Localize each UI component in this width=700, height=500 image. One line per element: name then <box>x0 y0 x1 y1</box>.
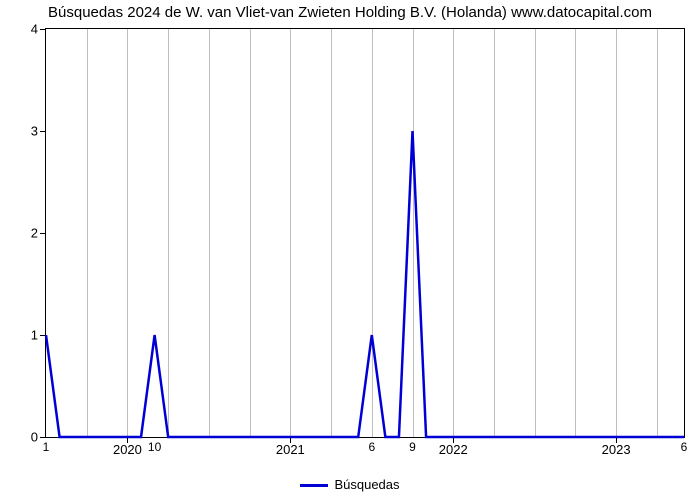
xtick-point-label: 6 <box>681 440 688 454</box>
ytick-label: 2 <box>8 226 38 241</box>
xtick-mark <box>616 438 617 443</box>
xtick-mark <box>127 438 128 443</box>
xtick-year-label: 2020 <box>113 442 142 457</box>
legend: Búsquedas <box>0 477 700 492</box>
ytick-mark <box>40 29 45 30</box>
ytick-label: 1 <box>8 328 38 343</box>
xtick-mark <box>453 438 454 443</box>
ytick-label: 0 <box>8 430 38 445</box>
line-series <box>46 29 684 437</box>
xtick-year-label: 2022 <box>439 442 468 457</box>
legend-label: Búsquedas <box>334 477 399 492</box>
xtick-point-label: 1 <box>43 440 50 454</box>
legend-swatch <box>300 484 328 487</box>
ytick-mark <box>40 335 45 336</box>
ytick-label: 3 <box>8 124 38 139</box>
ytick-mark <box>40 233 45 234</box>
xtick-mark <box>290 438 291 443</box>
xtick-year-label: 2023 <box>602 442 631 457</box>
ytick-mark <box>40 131 45 132</box>
xtick-point-label: 10 <box>148 440 161 454</box>
xtick-point-label: 6 <box>368 440 375 454</box>
plot-area <box>45 28 685 438</box>
chart-title: Búsquedas 2024 de W. van Vliet-van Zwiet… <box>0 4 700 21</box>
xtick-point-label: 9 <box>409 440 416 454</box>
xtick-year-label: 2021 <box>276 442 305 457</box>
ytick-mark <box>40 437 45 438</box>
chart-container: Búsquedas 2024 de W. van Vliet-van Zwiet… <box>0 0 700 500</box>
ytick-label: 4 <box>8 22 38 37</box>
